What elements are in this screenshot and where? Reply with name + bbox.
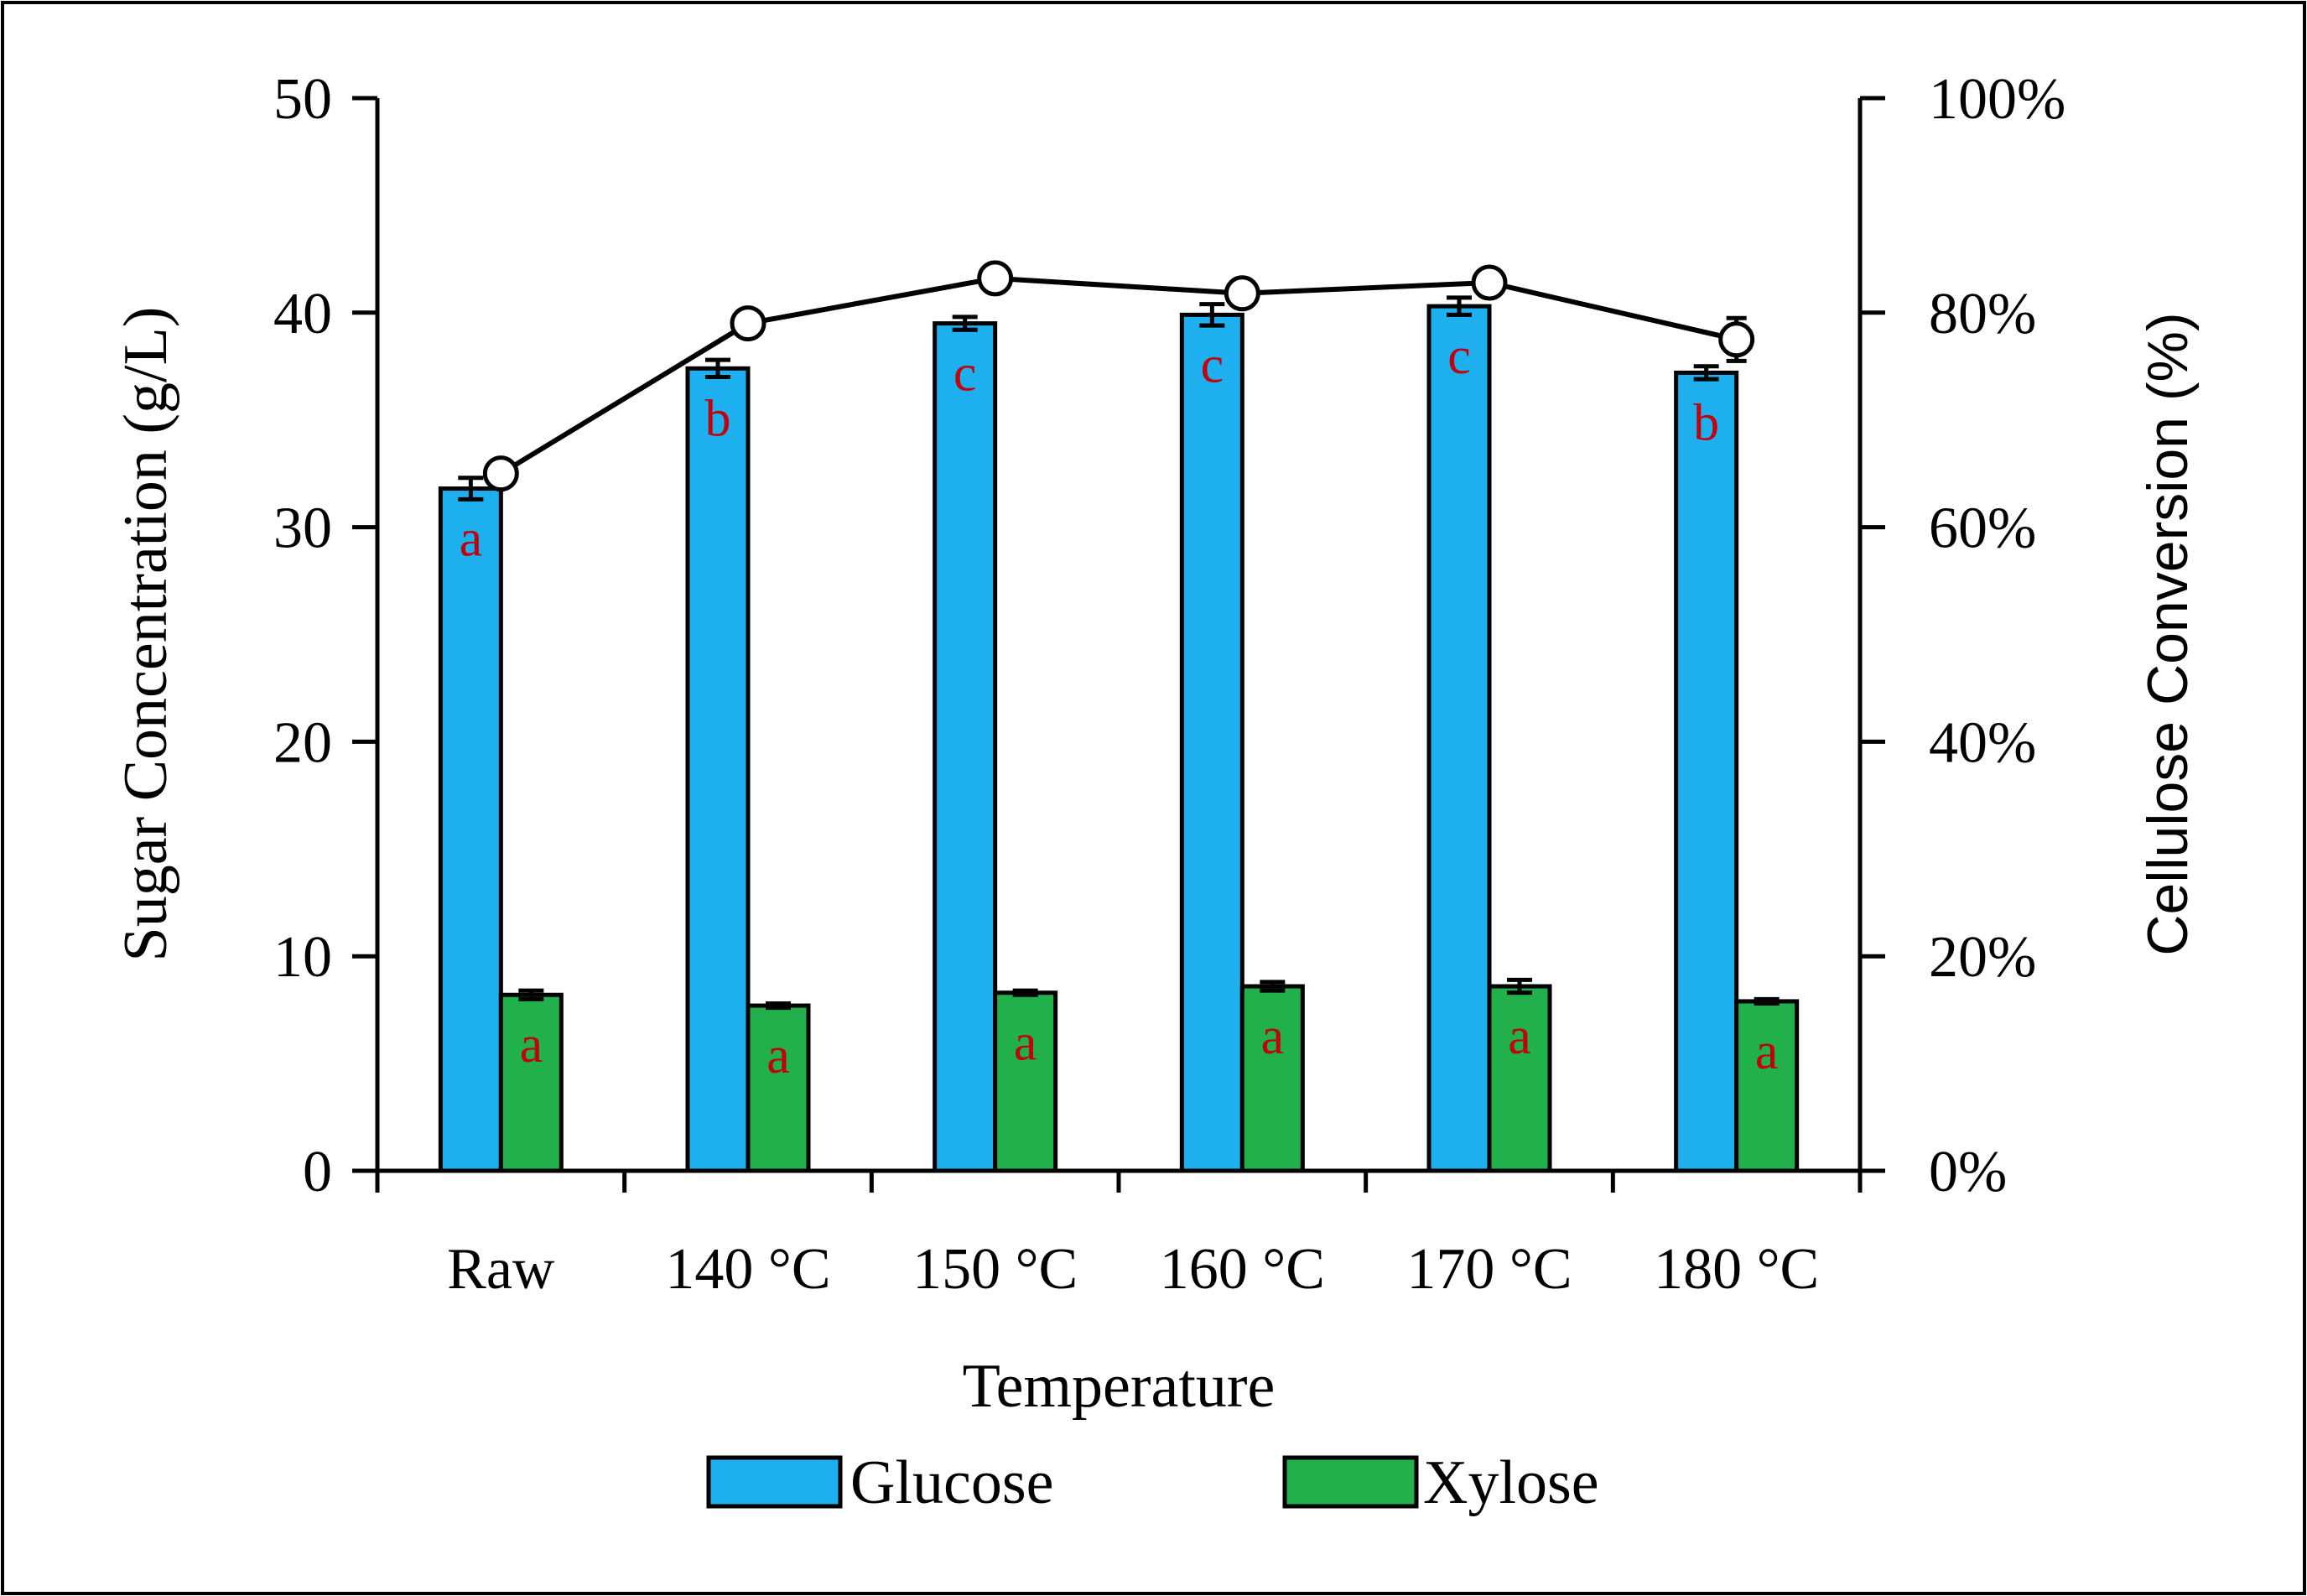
significance-label: b — [705, 390, 731, 447]
significance-label: c — [1201, 336, 1224, 393]
y2-tick-label: 0% — [1929, 1140, 2007, 1204]
legend-label-glucose: Glucose — [850, 1448, 1054, 1517]
significance-label: a — [1755, 1023, 1779, 1080]
line-point — [730, 305, 766, 342]
significance-label: b — [1693, 394, 1719, 451]
significance-label: c — [953, 346, 977, 403]
x-tick-label: 180 °C — [1654, 1237, 1819, 1302]
series-cellulose-conversion — [482, 260, 1755, 492]
bar-xylose — [746, 1003, 811, 1173]
line-cellulose-conversion — [499, 275, 1738, 476]
legend-swatch-xylose — [1282, 1455, 1419, 1509]
y2-tick-label: 100% — [1929, 67, 2065, 132]
significance-label: a — [460, 511, 483, 568]
line-point — [482, 455, 519, 492]
line-point — [1718, 321, 1755, 358]
x-tick-label: 140 °C — [665, 1237, 830, 1302]
y-axis-right-ticks: 0% 20% 40% 60% 80% 100% — [1860, 67, 2065, 1204]
y-axis-title: Sugar Concentration (g/L) — [112, 307, 180, 962]
bar-glucose — [1179, 312, 1244, 1173]
line-point — [977, 260, 1014, 297]
y2-tick-label: 20% — [1929, 925, 2036, 990]
y2-tick-label: 60% — [1929, 496, 2036, 561]
bar-xylose — [1734, 999, 1800, 1173]
y-tick-label: 0 — [303, 1140, 332, 1204]
legend-swatch-glucose — [706, 1455, 843, 1509]
line-point — [1471, 264, 1508, 301]
legend-label-xylose: Xylose — [1423, 1448, 1599, 1517]
y2-tick-label: 80% — [1929, 282, 2036, 346]
plot-area: a b c c c b a a a a a a — [438, 260, 1800, 1173]
y-tick-label: 30 — [273, 496, 332, 561]
x-axis-ticks: Raw 140 °C 150 °C 160 °C 170 °C 180 °C — [375, 1171, 1863, 1302]
bar-glucose — [933, 321, 998, 1173]
y2-tick-label: 40% — [1929, 710, 2036, 775]
y2-axis-title: Cellulose Conversion (%) — [2136, 312, 2200, 955]
significance-label: c — [1447, 328, 1471, 385]
y-tick-label: 40 — [273, 282, 332, 346]
x-tick-label: 160 °C — [1160, 1237, 1325, 1302]
x-tick-label: 150 °C — [912, 1237, 1078, 1302]
bar-xylose — [1239, 984, 1305, 1173]
y-tick-label: 50 — [273, 67, 332, 132]
significance-label: a — [520, 1016, 543, 1074]
bar-glucose — [1426, 304, 1492, 1173]
bar-glucose — [685, 366, 751, 1173]
significance-label: a — [1261, 1008, 1285, 1065]
y-axis-left-ticks: 0 10 20 30 40 50 — [273, 67, 377, 1204]
y-tick-label: 10 — [273, 925, 332, 990]
legend: Glucose Xylose — [706, 1448, 1599, 1517]
significance-label: a — [1508, 1008, 1531, 1065]
line-point — [1224, 275, 1260, 312]
bar-glucose — [438, 486, 503, 1173]
x-tick-label: 170 °C — [1406, 1237, 1572, 1302]
x-tick-label: Raw — [447, 1237, 555, 1302]
significance-label: a — [1014, 1015, 1037, 1072]
y-tick-label: 20 — [273, 710, 332, 775]
bar-glucose — [1674, 370, 1739, 1173]
x-axis-title: Temperature — [963, 1352, 1276, 1421]
significance-label: a — [766, 1027, 790, 1084]
